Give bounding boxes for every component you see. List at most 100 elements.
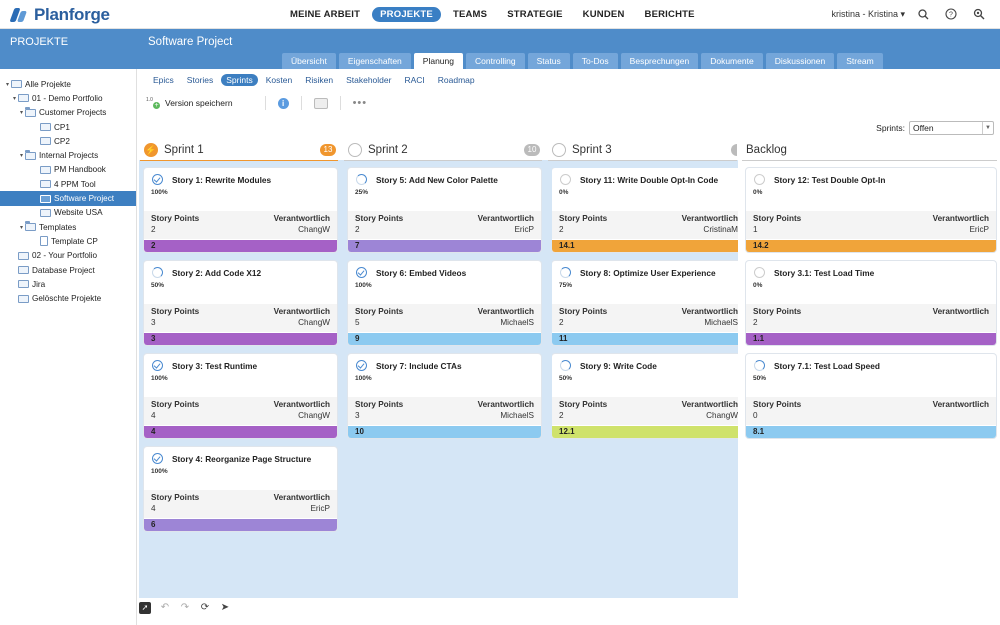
admin-search-icon[interactable]: [972, 7, 986, 21]
planforge-logo[interactable]: Planforge: [9, 5, 110, 25]
portfolio-icon: [11, 80, 22, 89]
tab-7[interactable]: Dokumente: [701, 53, 763, 69]
story-card[interactable]: Story 4: Reorganize Page Structure 100% St…: [144, 447, 337, 531]
nav-item[interactable]: PROJEKTE: [372, 7, 441, 22]
story-card[interactable]: Story 9: Write Code 50% Story Points Verant…: [552, 354, 738, 438]
tree-item[interactable]: Template CP: [0, 234, 136, 248]
nav-item[interactable]: BERICHTE: [644, 9, 695, 20]
story-progress: 0%: [753, 189, 763, 196]
select-pointer-icon[interactable]: ➚: [139, 602, 151, 614]
nav-item[interactable]: STRATEGIE: [507, 9, 563, 20]
subtab-6[interactable]: RACI: [404, 75, 425, 85]
story-title[interactable]: Story 2: Add Code X12: [172, 268, 262, 278]
help-icon[interactable]: ?: [944, 7, 958, 21]
tree-item[interactable]: 02 - Your Portfolio: [0, 249, 136, 263]
expand-toggle-icon[interactable]: ▾: [12, 95, 16, 102]
nav-item[interactable]: KUNDEN: [582, 9, 625, 20]
tree-item[interactable]: ▾ Templates: [0, 220, 136, 234]
tab-0[interactable]: Übersicht: [282, 53, 336, 69]
tree-item[interactable]: CP2: [0, 134, 136, 148]
tree-item[interactable]: Gelöschte Projekte: [0, 291, 136, 305]
tree-item[interactable]: ▾ Alle Projekte: [0, 77, 136, 91]
sprint-column: Story 11: Write Double Opt-In Code 0% Stor…: [552, 168, 738, 448]
refresh-icon[interactable]: ⟳: [200, 602, 210, 613]
subtab-5[interactable]: Stakeholder: [346, 75, 392, 85]
tab-3[interactable]: Controlling: [465, 53, 525, 69]
story-title[interactable]: Story 12: Test Double Opt-In: [774, 175, 886, 185]
subtab-4[interactable]: Risiken: [305, 75, 334, 85]
story-title[interactable]: Story 1: Rewrite Modules: [172, 175, 272, 185]
tab-8[interactable]: Diskussionen: [765, 53, 835, 69]
owner-value: CristinaM: [703, 225, 738, 234]
tree-item[interactable]: 4 PPM Tool: [0, 177, 136, 191]
undo-icon[interactable]: ↶: [160, 602, 170, 613]
tab-5[interactable]: To-Dos: [572, 53, 618, 69]
story-card[interactable]: Story 7: Include CTAs 100% Story Points Ver…: [348, 354, 541, 438]
tab-6[interactable]: Besprechungen: [620, 53, 699, 69]
subtab-7[interactable]: Roadmap: [437, 75, 475, 85]
owner-value: EricP: [310, 504, 330, 513]
story-title[interactable]: Story 7.1: Test Load Speed: [774, 361, 880, 371]
tab-2[interactable]: Planung: [413, 53, 463, 69]
subtab-2[interactable]: Sprints: [221, 74, 258, 86]
tree-item[interactable]: CP1: [0, 120, 136, 134]
story-title[interactable]: Story 3.1: Test Load Time: [774, 268, 875, 278]
story-title[interactable]: Story 11: Write Double Opt-In Code: [580, 175, 719, 185]
save-version-button[interactable]: Version speichern: [165, 98, 233, 108]
story-card[interactable]: Story 12: Test Double Opt-In 0% Story Poin…: [746, 168, 996, 252]
story-card[interactable]: Story 3: Test Runtime 100% Story Points Ver…: [144, 354, 337, 438]
subtab-0[interactable]: Epics: [153, 75, 174, 85]
story-title[interactable]: Story 7: Include CTAs: [376, 361, 462, 371]
story-card[interactable]: Story 2: Add Code X12 50% Story Points Vera…: [144, 261, 337, 345]
expand-toggle-icon[interactable]: ▾: [19, 110, 23, 117]
redo-icon[interactable]: ↷: [180, 602, 190, 613]
story-card[interactable]: Story 5: Add New Color Palette 25% Story P…: [348, 168, 541, 252]
tree-item[interactable]: ▾ 01 - Demo Portfolio: [0, 91, 136, 105]
tab-4[interactable]: Status: [527, 53, 570, 69]
info-icon[interactable]: i: [277, 97, 289, 109]
tree-item[interactable]: ▾ Customer Projects: [0, 106, 136, 120]
tab-9[interactable]: Stream: [837, 53, 883, 69]
print-icon[interactable]: [313, 97, 328, 109]
expand-toggle-icon[interactable]: ▾: [19, 153, 23, 160]
nav-item[interactable]: MEINE ARBEIT: [290, 9, 361, 20]
tab-1[interactable]: Eigenschaften: [338, 53, 411, 69]
story-card[interactable]: Story 3.1: Test Load Time 0% Story Points V…: [746, 261, 996, 345]
save-version-icon[interactable]: 1.0 +: [146, 97, 160, 109]
subtab-3[interactable]: Kosten: [265, 75, 293, 85]
tree-item[interactable]: Website USA: [0, 206, 136, 220]
more-options-icon[interactable]: •••: [352, 97, 368, 109]
story-title[interactable]: Story 6: Embed Videos: [376, 268, 467, 278]
tree-item[interactable]: PM Handbook: [0, 163, 136, 177]
story-points-value: 2: [559, 411, 564, 420]
story-card[interactable]: Story 1: Rewrite Modules 100% Story Points…: [144, 168, 337, 252]
nav-item[interactable]: TEAMS: [452, 9, 488, 20]
project-icon: [40, 208, 51, 217]
project-header: Software Project Übersicht Eigenschaften P…: [137, 29, 1000, 69]
tree-item[interactable]: Database Project: [0, 263, 136, 277]
subtab-1[interactable]: Stories: [186, 75, 214, 85]
story-title[interactable]: Story 9: Write Code: [580, 361, 657, 371]
search-icon[interactable]: [916, 7, 930, 21]
story-card[interactable]: Story 8: Optimize User Experience 75% Stor…: [552, 261, 738, 345]
owner-label: Verantwortlich: [932, 400, 989, 409]
story-title[interactable]: Story 8: Optimize User Experience: [580, 268, 716, 278]
story-card[interactable]: Story 6: Embed Videos 100% Story Points Ver…: [348, 261, 541, 345]
story-card[interactable]: Story 11: Write Double Opt-In Code 0% Stor…: [552, 168, 738, 252]
story-title[interactable]: Story 5: Add New Color Palette: [376, 175, 498, 185]
story-meta: Story Points Verantwortlich 2 ChangW: [552, 397, 738, 425]
owner-label: Verantwortlich: [477, 307, 534, 316]
tree-item[interactable]: Jira: [0, 277, 136, 291]
expand-toggle-icon[interactable]: ▾: [5, 81, 9, 88]
story-card[interactable]: Story 7.1: Test Load Speed 50% Story Point…: [746, 354, 996, 438]
story-title[interactable]: Story 4: Reorganize Page Structure: [172, 454, 312, 464]
expand-toggle-icon[interactable]: ▾: [19, 224, 23, 231]
svg-text:?: ?: [949, 12, 953, 19]
tree-item[interactable]: ▾ Internal Projects: [0, 148, 136, 162]
sprint-filter-select[interactable]: Offen ▼: [909, 121, 994, 135]
project-icon: [40, 123, 51, 132]
tree-item[interactable]: Software Project: [0, 191, 136, 206]
send-icon[interactable]: ➤: [220, 602, 230, 613]
story-title[interactable]: Story 3: Test Runtime: [172, 361, 258, 371]
user-menu[interactable]: kristina - Kristina ▾: [831, 9, 905, 19]
